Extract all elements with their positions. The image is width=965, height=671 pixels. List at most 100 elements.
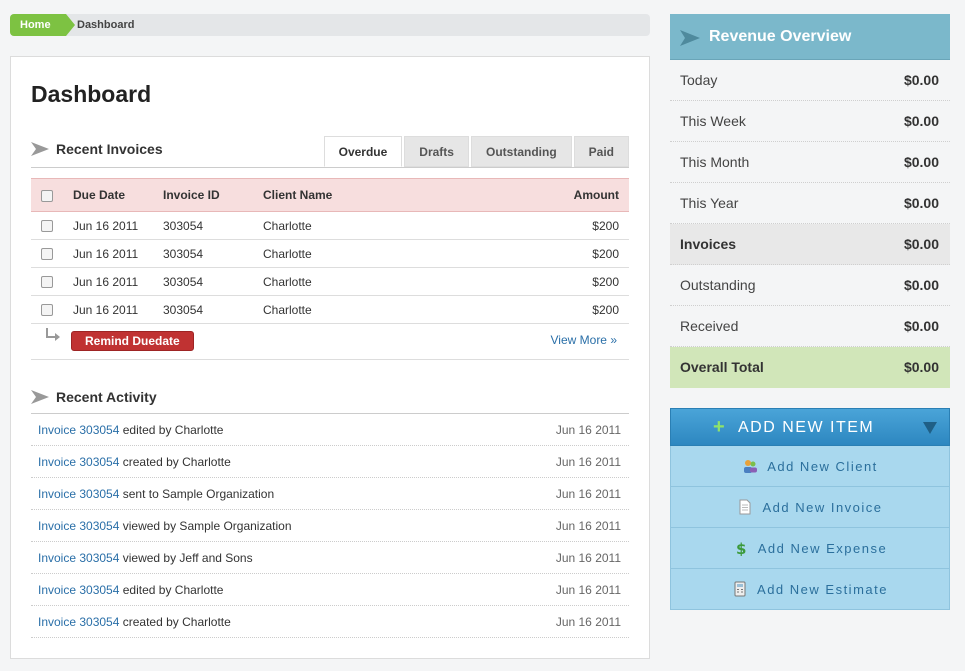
remind-duedate-button[interactable]: Remind Duedate: [71, 331, 194, 351]
column-header-invoice-id[interactable]: Invoice ID: [163, 178, 263, 212]
revenue-value: $0.00: [903, 195, 939, 211]
revenue-row-received: Received $0.00: [670, 306, 950, 347]
revenue-label: This Year: [680, 195, 739, 211]
list-item: Invoice 303054 sent to Sample Organizati…: [31, 478, 629, 510]
revenue-value: $0.00: [903, 359, 939, 375]
tab-outstanding[interactable]: Outstanding: [470, 136, 572, 167]
list-item: Invoice 303054 created by Charlotte Jun …: [31, 606, 629, 638]
amount: $200: [463, 211, 629, 240]
arrow-right-icon: [31, 390, 49, 404]
revenue-overview-header: Revenue Overview: [670, 14, 950, 60]
activity-invoice-link[interactable]: Invoice 303054: [38, 551, 120, 565]
amount: $200: [463, 267, 629, 296]
due-date: Jun 16 2011: [63, 239, 163, 268]
activity-list: Invoice 303054 edited by Charlotte Jun 1…: [31, 413, 629, 638]
arrow-turn-down-right-icon: [46, 328, 60, 341]
revenue-label: Overall Total: [680, 359, 764, 375]
bulk-action-row: Remind Duedate View More »: [31, 322, 629, 360]
revenue-label: Invoices: [680, 236, 737, 252]
invoice-id-link[interactable]: 303054: [163, 267, 263, 296]
activity-date: Jun 16 2011: [555, 455, 621, 469]
due-date: Jun 16 2011: [63, 295, 163, 324]
revenue-row-overall-total: Overall Total $0.00: [670, 347, 950, 388]
add-new-estimate-label: Add New Estimate: [757, 581, 888, 597]
client-icon: [744, 460, 758, 473]
list-item: Invoice 303054 created by Charlotte Jun …: [31, 446, 629, 478]
breadcrumb-home-link[interactable]: Home: [10, 14, 75, 36]
activity-invoice-link[interactable]: Invoice 303054: [38, 615, 120, 629]
revenue-label: Today: [680, 72, 718, 88]
activity-date: Jun 16 2011: [555, 487, 621, 501]
revenue-value: $0.00: [903, 113, 939, 129]
invoice-table: Due Date Invoice ID Client Name Amount J…: [31, 178, 629, 324]
invoice-id-link[interactable]: 303054: [163, 295, 263, 324]
revenue-overview-panel: Revenue Overview Today $0.00 This Week $0.…: [670, 14, 950, 388]
arrow-right-icon: [680, 30, 700, 46]
activity-invoice-link[interactable]: Invoice 303054: [38, 519, 120, 533]
activity-text: created by Charlotte: [119, 455, 231, 469]
revenue-row-invoices: Invoices $0.00: [670, 224, 950, 265]
column-header-due-date[interactable]: Due Date: [63, 178, 163, 212]
activity-date: Jun 16 2011: [555, 519, 621, 533]
table-header-row: Due Date Invoice ID Client Name Amount: [31, 178, 629, 212]
add-new-estimate-button[interactable]: Add New Estimate: [670, 569, 950, 610]
recent-invoices-header: Recent Invoices Overdue Drafts Outstandi…: [31, 136, 629, 168]
add-new-client-button[interactable]: Add New Client: [670, 446, 950, 487]
select-all-checkbox[interactable]: [41, 189, 53, 202]
row-checkbox[interactable]: [41, 248, 53, 261]
revenue-row-outstanding: Outstanding $0.00: [670, 265, 950, 306]
recent-invoices-title: Recent Invoices: [56, 141, 163, 157]
caret-down-icon: [923, 422, 937, 434]
activity-invoice-link[interactable]: Invoice 303054: [38, 583, 120, 597]
tab-drafts[interactable]: Drafts: [404, 136, 469, 167]
revenue-row-this-year: This Year $0.00: [670, 183, 950, 224]
page-title: Dashboard: [31, 81, 152, 107]
tab-paid[interactable]: Paid: [573, 136, 629, 167]
column-header-client-name[interactable]: Client Name: [263, 178, 463, 212]
estimate-icon: [734, 581, 746, 597]
revenue-value: $0.00: [903, 318, 939, 334]
client-name-link[interactable]: Charlotte: [263, 267, 463, 296]
activity-date: Jun 16 2011: [555, 551, 621, 565]
row-checkbox[interactable]: [41, 276, 53, 289]
add-new-invoice-button[interactable]: Add New Invoice: [670, 487, 950, 528]
invoice-id-link[interactable]: 303054: [163, 211, 263, 240]
activity-invoice-link[interactable]: Invoice 303054: [38, 423, 120, 437]
list-item: Invoice 303054 edited by Charlotte Jun 1…: [31, 574, 629, 606]
invoice-id-link[interactable]: 303054: [163, 239, 263, 268]
add-new-item-toggle[interactable]: + ADD NEW ITEM: [670, 408, 950, 446]
row-checkbox[interactable]: [41, 220, 53, 233]
svg-text:$: $: [736, 540, 746, 556]
add-new-invoice-label: Add New Invoice: [762, 499, 883, 515]
client-name-link[interactable]: Charlotte: [263, 239, 463, 268]
select-all-cell: [31, 178, 63, 212]
add-new-item-title: ADD NEW ITEM: [738, 419, 875, 436]
amount: $200: [463, 295, 629, 324]
view-more-link[interactable]: View More »: [550, 333, 617, 347]
invoice-icon: [739, 499, 751, 515]
revenue-label: Received: [680, 318, 739, 334]
revenue-row-this-month: This Month $0.00: [670, 142, 950, 183]
client-name-link[interactable]: Charlotte: [263, 295, 463, 324]
row-checkbox[interactable]: [41, 304, 53, 317]
revenue-row-today: Today $0.00: [670, 60, 950, 101]
activity-text: viewed by Jeff and Sons: [119, 551, 253, 565]
revenue-value: $0.00: [903, 236, 939, 252]
client-name-link[interactable]: Charlotte: [263, 211, 463, 240]
activity-date: Jun 16 2011: [555, 615, 621, 629]
add-new-expense-button[interactable]: $ Add New Expense: [670, 528, 950, 569]
due-date: Jun 16 2011: [63, 267, 163, 296]
invoice-tabs: Overdue Drafts Outstanding Paid: [322, 136, 629, 167]
expense-icon: $: [736, 540, 746, 556]
revenue-value: $0.00: [903, 154, 939, 170]
amount: $200: [463, 239, 629, 268]
arrow-right-icon: [31, 142, 49, 156]
activity-invoice-link[interactable]: Invoice 303054: [38, 487, 120, 501]
tab-overdue[interactable]: Overdue: [323, 136, 403, 167]
activity-invoice-link[interactable]: Invoice 303054: [38, 455, 120, 469]
breadcrumb: Home Dashboard: [10, 14, 650, 36]
column-header-amount[interactable]: Amount: [463, 178, 629, 212]
revenue-overview-title: Revenue Overview: [709, 28, 852, 45]
activity-date: Jun 16 2011: [555, 583, 621, 597]
revenue-row-this-week: This Week $0.00: [670, 101, 950, 142]
